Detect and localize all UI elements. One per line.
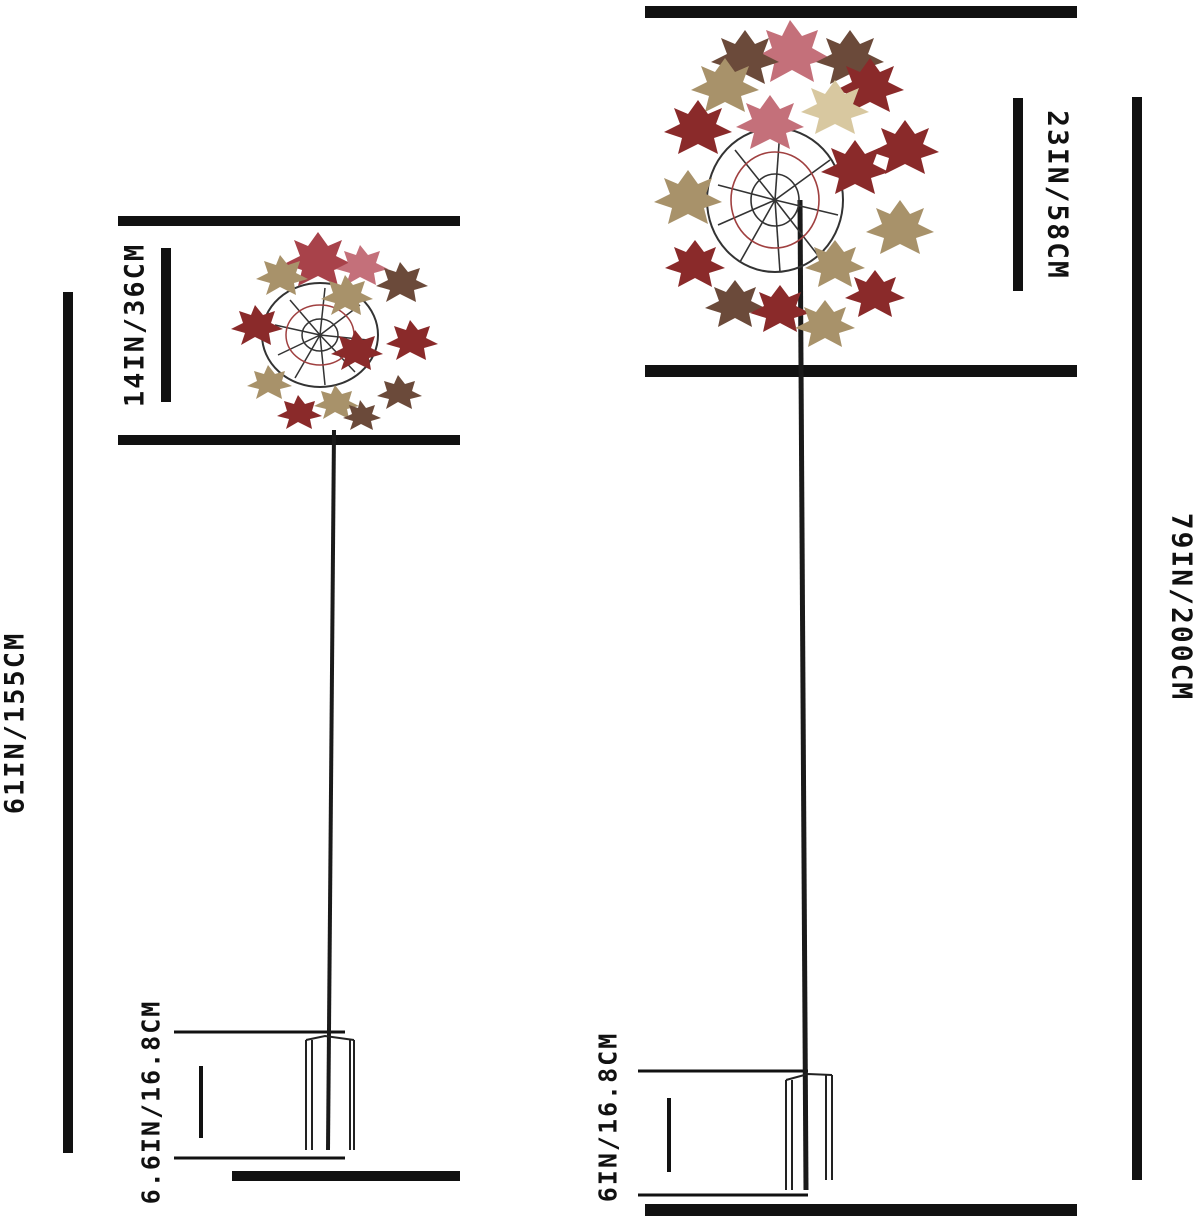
left-spinner-measure-lines — [63, 216, 460, 1181]
right-spinner-measure-lines — [638, 6, 1142, 1216]
ground-stake-icon — [305, 1034, 355, 1150]
leaf-spinner-head-icon — [231, 232, 438, 430]
left-pole — [326, 429, 336, 1151]
left-stake-height-label: 6.6IN/16.8CM — [136, 999, 166, 1205]
left-total-height-label: 61IN/155CM — [0, 631, 31, 815]
right-spinner — [654, 20, 939, 1191]
ground-stake-icon — [785, 1072, 833, 1190]
spinner-wheel-icon — [717, 129, 839, 273]
left-head-height-label: 14IN/36CM — [119, 242, 151, 408]
left-spinner — [231, 232, 438, 1151]
right-total-height-label: 79IN/200CM — [1165, 512, 1199, 702]
right-pole — [797, 199, 809, 1191]
right-stake-height-label: 6IN/16.8CM — [593, 1031, 623, 1203]
right-head-height-label: 23IN/58CM — [1041, 110, 1075, 280]
leaf-spinner-head-icon — [654, 20, 939, 347]
